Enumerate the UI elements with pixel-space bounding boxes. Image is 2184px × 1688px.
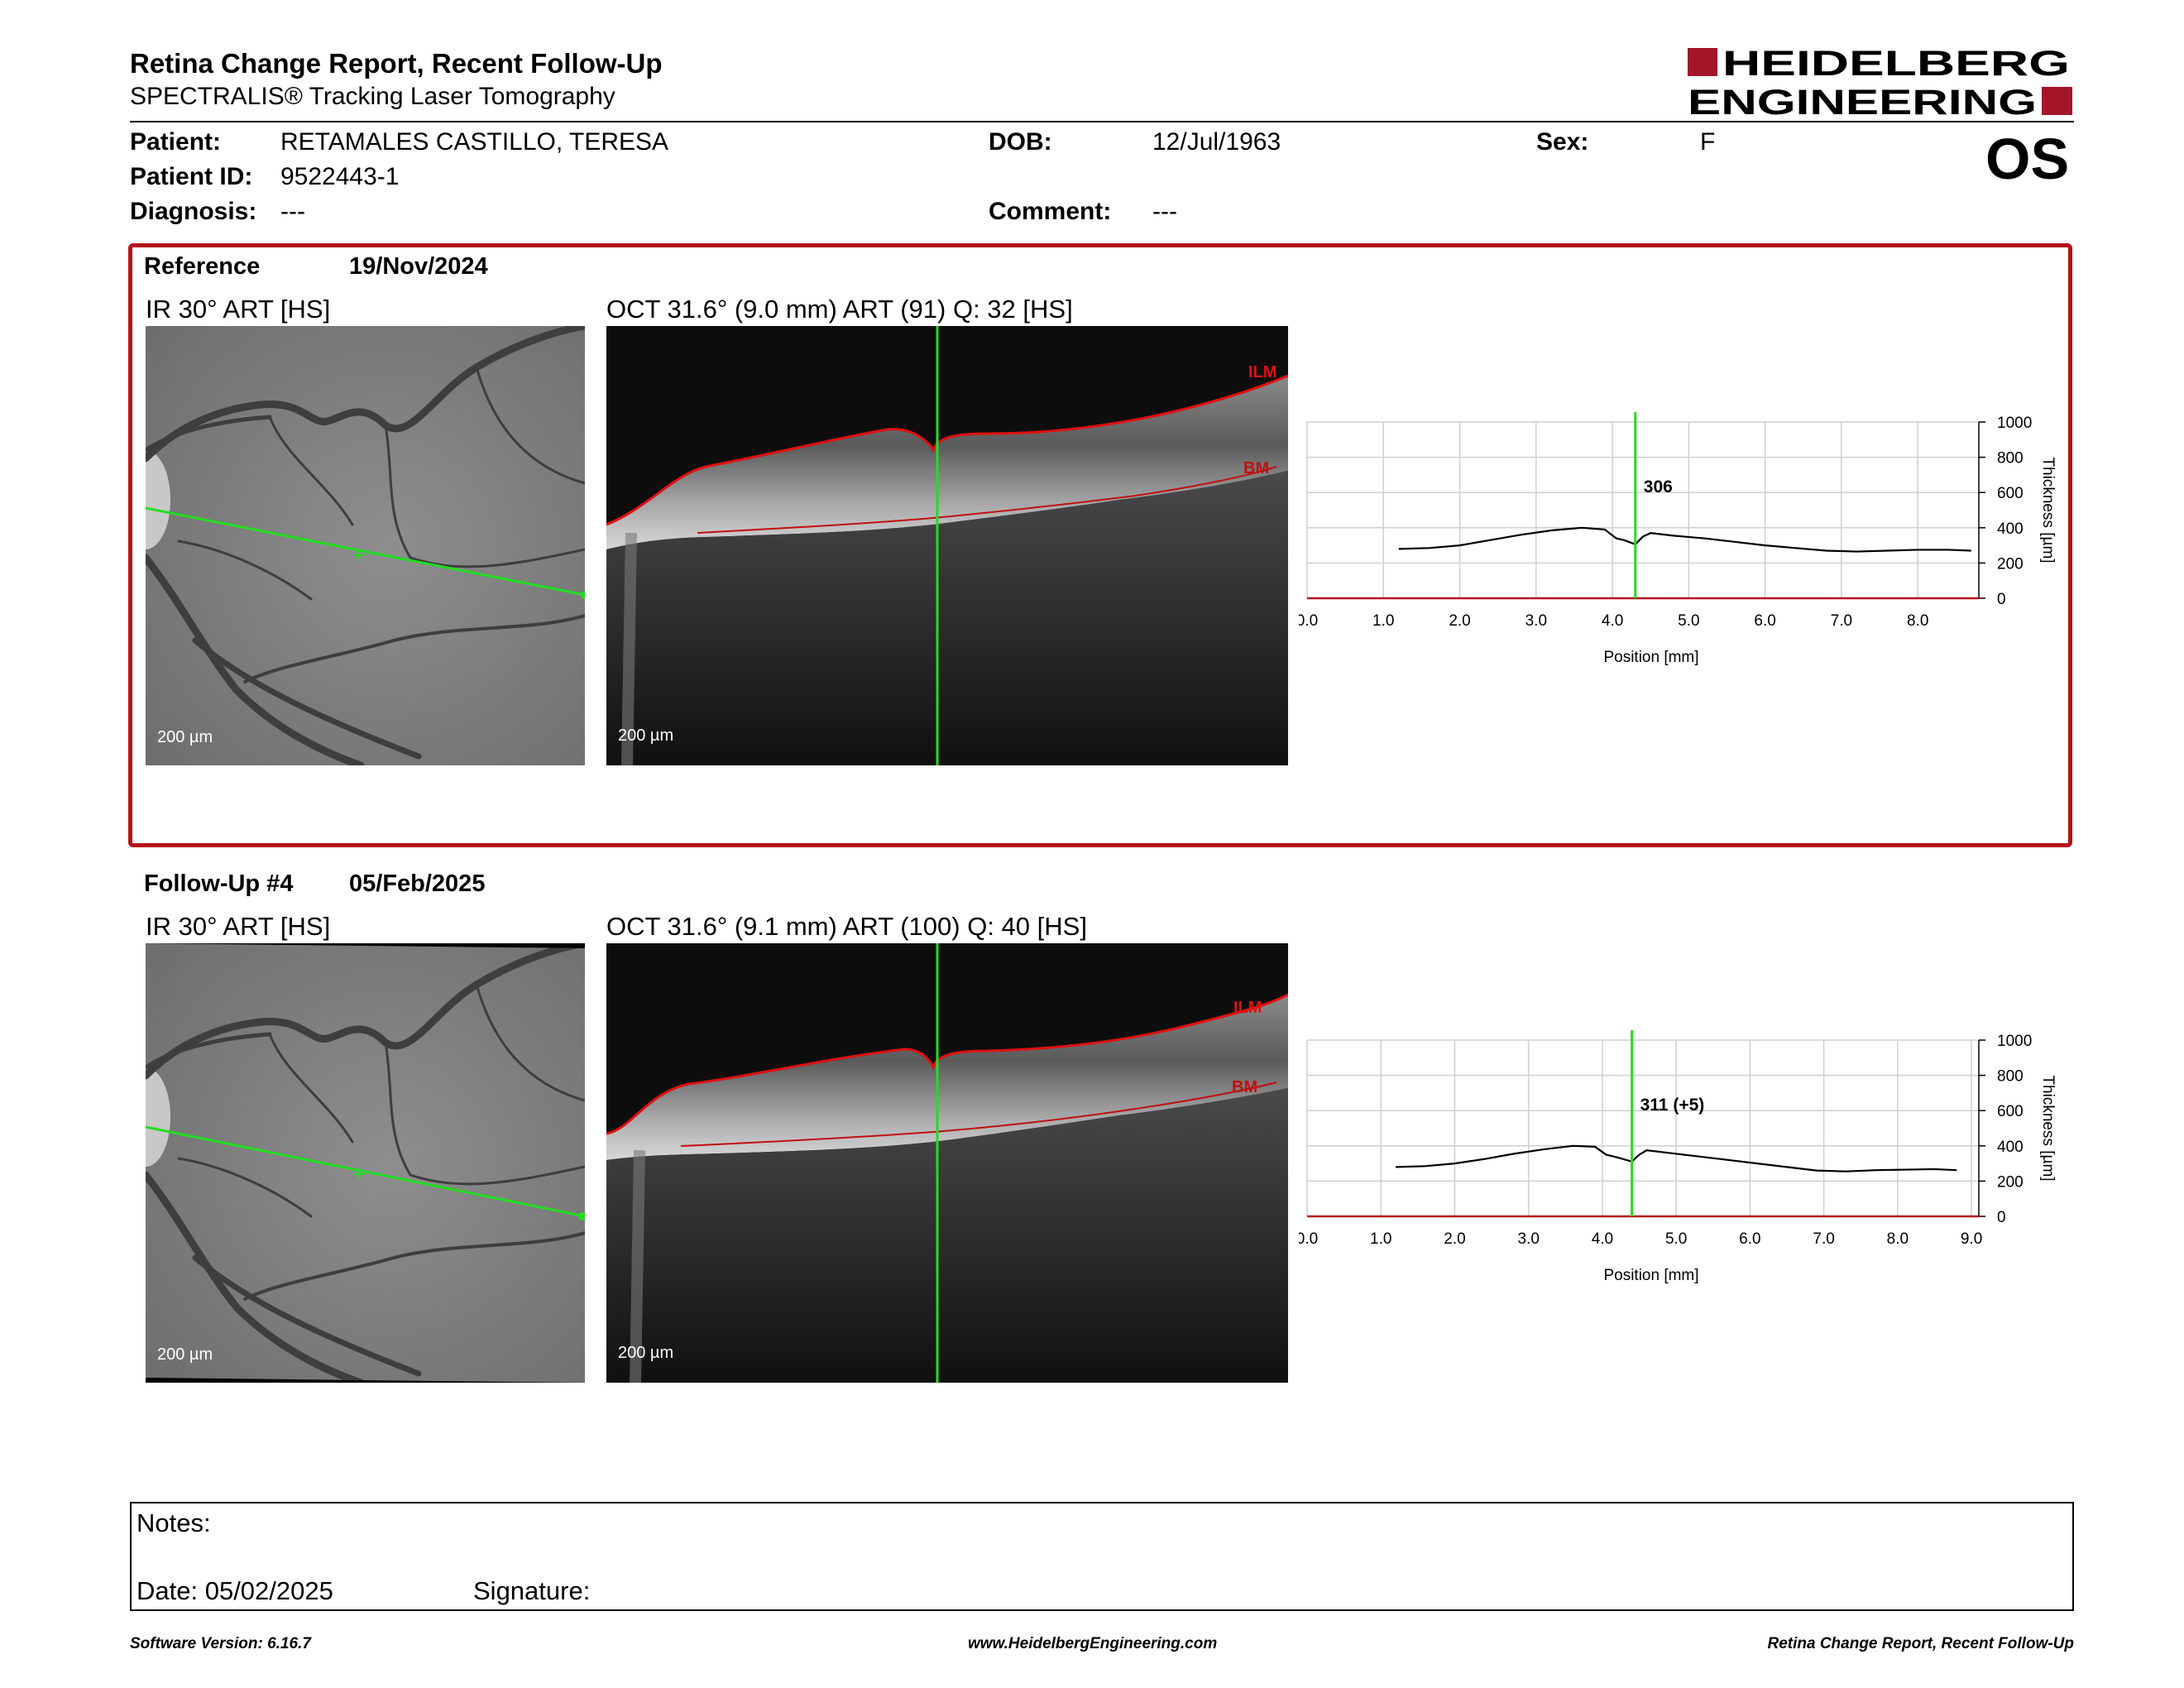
signature-label: Signature:: [473, 1576, 591, 1605]
x-tick-label: 4.0: [1592, 1230, 1613, 1248]
followup-oct-title: OCT 31.6° (9.1 mm) ART (100) Q: 40 [HS]: [606, 912, 1087, 941]
y-tick-label: 1000: [1997, 415, 2032, 432]
dob-value: 12/Jul/1963: [1152, 128, 1281, 156]
notes-label: Notes:: [136, 1508, 211, 1537]
y-tick-label: 200: [1997, 1173, 2024, 1191]
y-axis-title: Thickness [µm]: [2039, 1075, 2057, 1181]
patient-name: RETAMALES CASTILLO, TERESA: [280, 128, 669, 156]
x-tick-label: 2.0: [1449, 612, 1470, 630]
reference-oct-title: OCT 31.6° (9.0 mm) ART (91) Q: 32 [HS]: [606, 295, 1073, 324]
reference-ilm-label: ILM: [1248, 363, 1276, 381]
x-tick-label: 7.0: [1831, 612, 1852, 630]
diagnosis-value: ---: [280, 198, 305, 225]
eye-indicator: OS: [1985, 127, 2070, 191]
comment-value: ---: [1152, 198, 1177, 225]
header-divider: [130, 121, 2074, 122]
footer-report-name: Retina Change Report, Recent Follow-Up: [1767, 1635, 2074, 1652]
reference-oct-scale: 200 µm: [618, 727, 674, 745]
y-tick-label: 400: [1997, 520, 2024, 538]
x-tick-label: 3.0: [1517, 1230, 1539, 1248]
x-tick-label: 3.0: [1525, 612, 1547, 630]
followup-oct-scale: 200 µm: [618, 1344, 674, 1362]
x-tick-label: 0.0: [1299, 612, 1318, 630]
marker-value-label: 311 (+5): [1640, 1096, 1705, 1115]
x-tick-label: 1.0: [1372, 612, 1394, 630]
y-tick-label: 0: [1997, 591, 2006, 608]
reference-ir-title: IR 30° ART [HS]: [146, 295, 331, 324]
notes-box[interactable]: Notes: Date: 05/02/2025 Signature:: [130, 1502, 2074, 1611]
followup-thickness-chart: 0 200 400 600 800 1000 0.0 1.0 2.0 3.0 4.0 5.0 6.0 7.…: [1299, 1030, 2057, 1284]
marker-value-label: 306: [1644, 477, 1673, 496]
x-tick-label: 8.0: [1887, 1230, 1909, 1248]
y-tick-label: 1000: [1997, 1033, 2032, 1050]
heidelberg-logo: HEIDELBERG ENGINEERING: [1688, 46, 2072, 120]
report-title: Retina Change Report, Recent Follow-Up: [130, 48, 663, 79]
reference-label: Reference: [144, 253, 261, 280]
sex-label: Sex:: [1536, 128, 1589, 156]
thickness-line: [1398, 526, 1971, 553]
reference-section: [128, 243, 2072, 847]
followup-ir-scale: 200 µm: [157, 1345, 213, 1364]
y-tick-label: 800: [1997, 450, 2024, 468]
reference-oct-image: ILM BM 200 µm: [606, 326, 1288, 765]
report-subtitle: SPECTRALIS® Tracking Laser Tomography: [130, 83, 615, 110]
followup-ir-title: IR 30° ART [HS]: [146, 912, 331, 941]
dob-label: DOB:: [989, 128, 1052, 156]
followup-bm-label: BM: [1232, 1078, 1257, 1096]
comment-label: Comment:: [989, 198, 1112, 225]
followup-oct-image: ILM BM 200 µm: [606, 943, 1288, 1383]
patient-label: Patient:: [130, 128, 222, 156]
x-tick-label: 0.0: [1299, 1230, 1318, 1248]
x-tick-label: 1.0: [1370, 1230, 1391, 1248]
reference-ir-image: 200 µm: [146, 326, 585, 765]
logo-line-1: HEIDELBERG: [1722, 46, 2070, 84]
y-tick-label: 0: [1997, 1209, 2006, 1226]
x-tick-label: 5.0: [1665, 1230, 1687, 1248]
y-tick-label: 200: [1997, 555, 2024, 573]
thickness-line: [1396, 1144, 1957, 1172]
x-tick-label: 7.0: [1813, 1230, 1834, 1248]
sex-value: F: [1700, 128, 1716, 156]
followup-ir-image: 200 µm: [146, 943, 585, 1383]
logo-line-2: ENGINEERING: [1688, 83, 2037, 120]
x-axis-title: Position [mm]: [1603, 649, 1698, 666]
followup-ilm-label: ILM: [1233, 999, 1262, 1017]
patient-id: 9522443-1: [280, 163, 400, 190]
footer-website[interactable]: www.HeidelbergEngineering.com: [968, 1635, 1218, 1652]
y-tick-label: 400: [1997, 1139, 2024, 1156]
x-tick-label: 4.0: [1602, 612, 1623, 630]
reference-ir-scale: 200 µm: [157, 728, 213, 746]
reference-bm-label: BM: [1243, 459, 1269, 477]
x-axis-title: Position [mm]: [1603, 1267, 1698, 1284]
y-tick-label: 800: [1997, 1068, 2024, 1086]
x-tick-label: 2.0: [1444, 1230, 1465, 1248]
followup-label: Follow-Up #4: [144, 870, 294, 897]
y-axis-title: Thickness [µm]: [2039, 457, 2057, 563]
x-tick-label: 6.0: [1739, 1230, 1760, 1248]
reference-date: 19/Nov/2024: [349, 253, 488, 280]
x-tick-label: 5.0: [1678, 612, 1699, 630]
x-tick-label: 9.0: [1961, 1230, 1982, 1248]
x-tick-label: 8.0: [1907, 612, 1928, 630]
followup-date: 05/Feb/2025: [349, 870, 486, 897]
reference-thickness-chart: 0 200 400 600 800 1000 0.0 1.0 2.0 3.0 4.0 5.0 6.0 7.…: [1299, 412, 2057, 666]
y-tick-label: 600: [1997, 1103, 2024, 1120]
patient-id-label: Patient ID:: [130, 163, 253, 190]
notes-date: Date: 05/02/2025: [136, 1576, 333, 1605]
footer-software-version: Software Version: 6.16.7: [130, 1635, 311, 1652]
y-tick-label: 600: [1997, 485, 2024, 502]
diagnosis-label: Diagnosis:: [130, 198, 257, 225]
x-tick-label: 6.0: [1754, 612, 1775, 630]
